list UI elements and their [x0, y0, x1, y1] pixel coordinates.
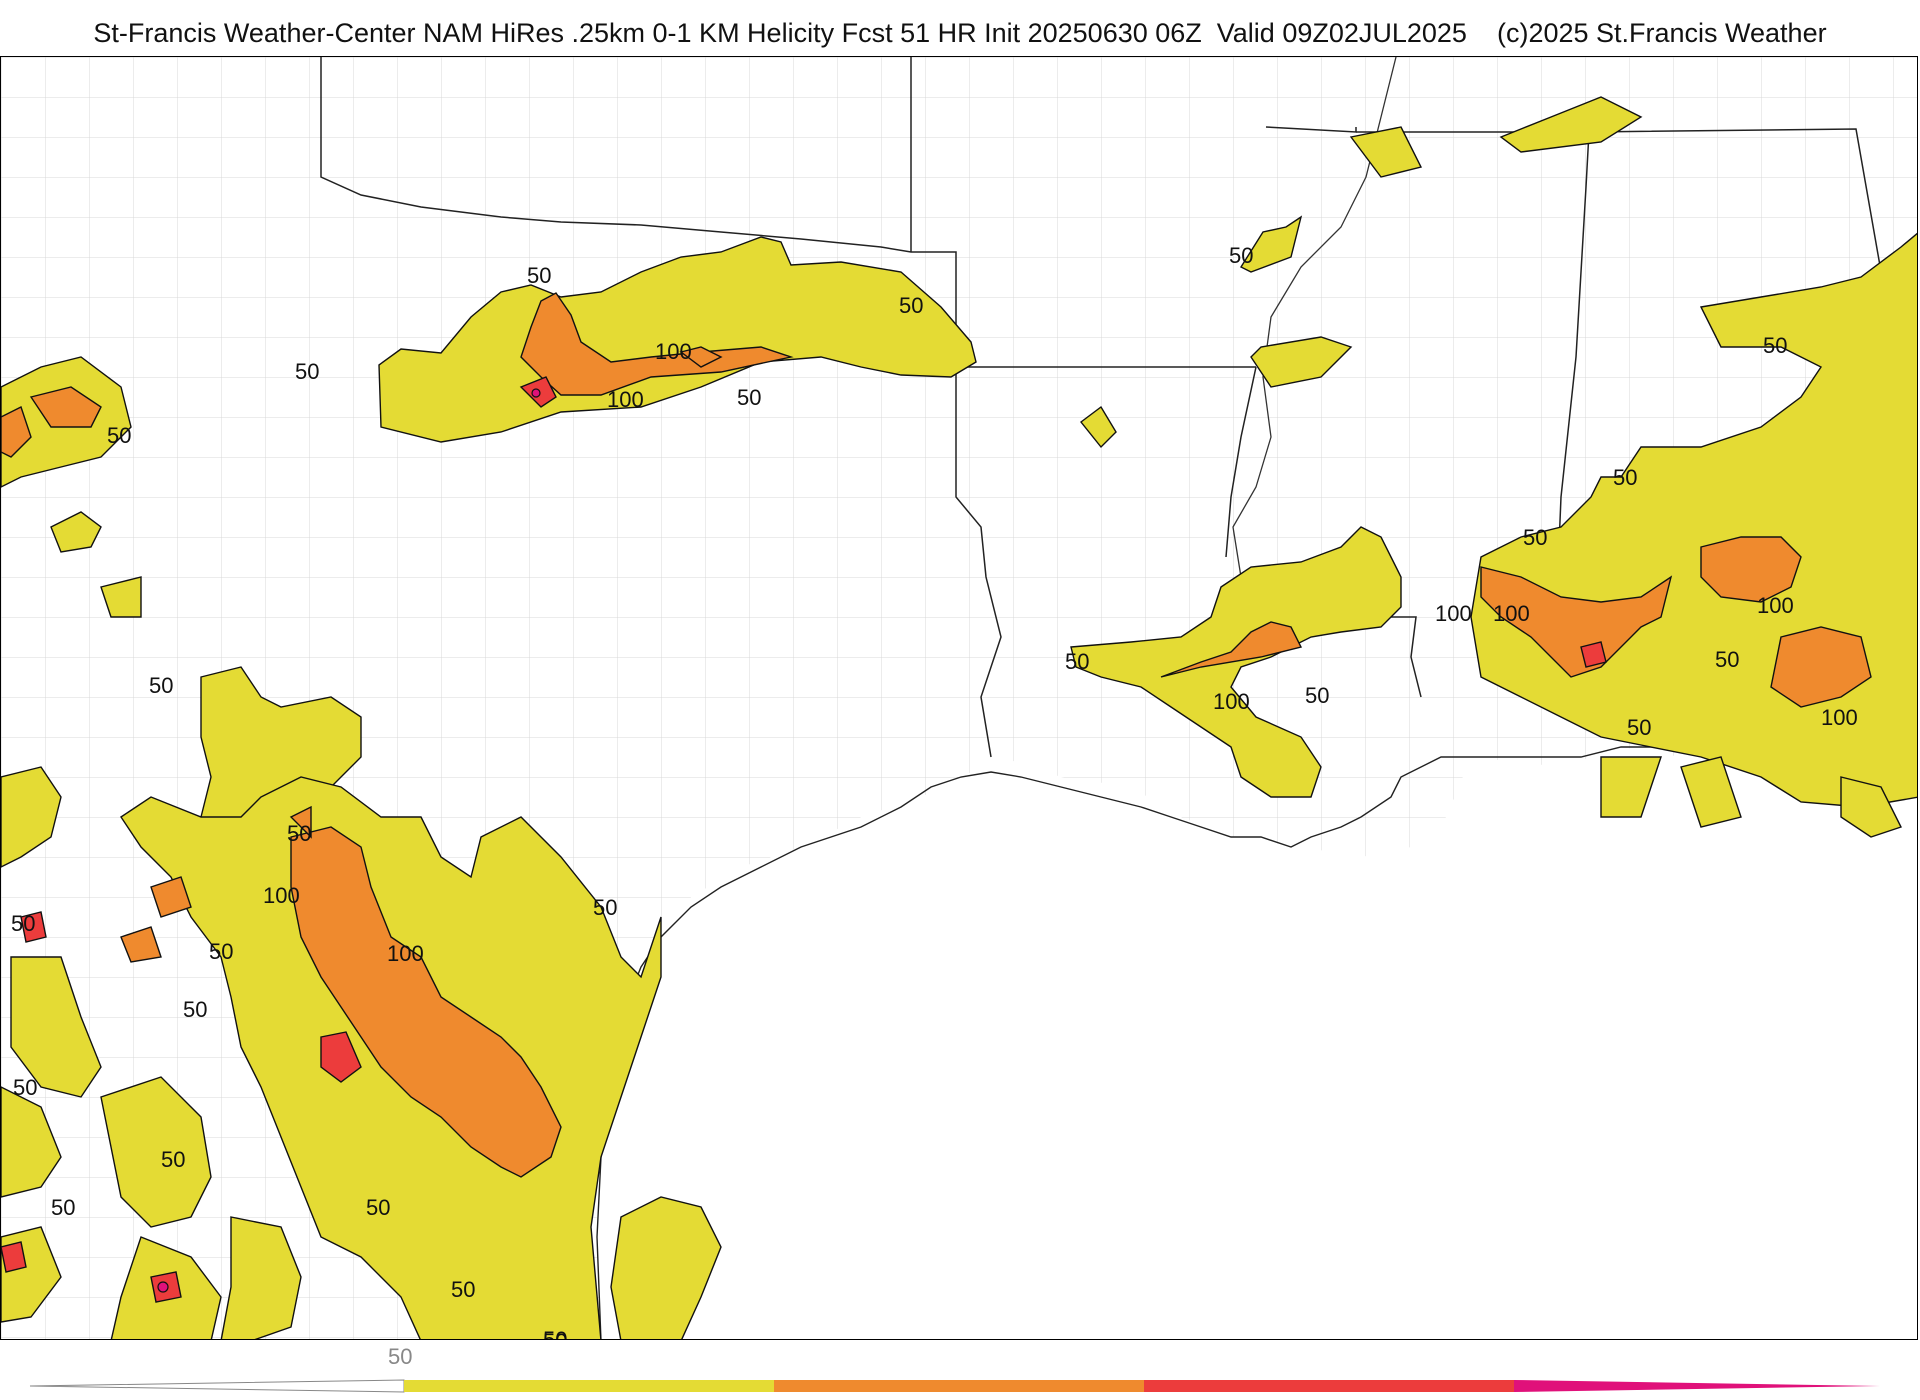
- contour-label: 50: [149, 673, 173, 698]
- contour-label: 50: [1229, 243, 1253, 268]
- colorbar-tick-label: 50: [388, 1344, 413, 1369]
- contour-label: 50: [183, 997, 207, 1022]
- colorbar-segment-150: [1144, 1380, 1514, 1392]
- contour-label: 50: [1715, 647, 1739, 672]
- colorbar-extension-low: [29, 1379, 405, 1393]
- map-panel[interactable]: 50 50 100 100 50 50 50 50 50 50 100 100 …: [0, 56, 1918, 1340]
- contour-label: 50: [1763, 333, 1787, 358]
- contour-label: 50: [543, 1329, 567, 1340]
- contour-label: 100: [607, 387, 644, 412]
- contour-label: 50: [161, 1147, 185, 1172]
- contour-labels: 50 50 100 100 50 50 50 50 50 50 100 100 …: [11, 243, 1858, 1340]
- contour-label: 50: [899, 293, 923, 318]
- helicity-100-regions: [1, 292, 1872, 1178]
- contour-label: 50: [451, 1277, 475, 1302]
- contour-label: 50: [1305, 683, 1329, 708]
- contour-label: 100: [387, 941, 424, 966]
- contour-label: 100: [1757, 593, 1794, 618]
- contour-label: 100: [655, 339, 692, 364]
- gulf-coastline: [596, 736, 1917, 1339]
- helicity-200-regions: [157, 388, 541, 1293]
- contour-label: 50: [11, 911, 35, 936]
- helicity-150-regions: [1, 376, 1607, 1303]
- contour-label: 50: [593, 895, 617, 920]
- contour-label: 50: [527, 263, 551, 288]
- contour-label: 50: [1627, 715, 1651, 740]
- contour-label: 50: [209, 939, 233, 964]
- colorbar-segment-100: [774, 1380, 1144, 1392]
- contour-label: 50: [737, 385, 761, 410]
- contour-label: 50: [51, 1195, 75, 1220]
- contour-label: 50: [1523, 525, 1547, 550]
- map-canvas: 50 50 100 100 50 50 50 50 50 50 100 100 …: [1, 57, 1917, 1340]
- colorbar-segment-50: [404, 1380, 774, 1392]
- contour-label: 50: [295, 359, 319, 384]
- contour-label: 50: [366, 1195, 390, 1220]
- contour-label: 100: [1493, 601, 1530, 626]
- contour-label: 50: [287, 821, 311, 846]
- contour-label: 100: [1213, 689, 1250, 714]
- contour-label: 100: [263, 883, 300, 908]
- colorbar-extension-high: [1514, 1380, 1880, 1392]
- contour-label: 100: [1435, 601, 1472, 626]
- contour-label: 50: [1065, 649, 1089, 674]
- colorbar: [29, 1379, 1880, 1393]
- contour-label: 50: [107, 423, 131, 448]
- contour-label: 50: [1613, 465, 1637, 490]
- map-title: St-Francis Weather-Center NAM HiRes .25k…: [93, 18, 1827, 48]
- contour-label: 50: [543, 1327, 567, 1340]
- contour-label: 100: [1821, 705, 1858, 730]
- contour-label: 50: [13, 1075, 37, 1100]
